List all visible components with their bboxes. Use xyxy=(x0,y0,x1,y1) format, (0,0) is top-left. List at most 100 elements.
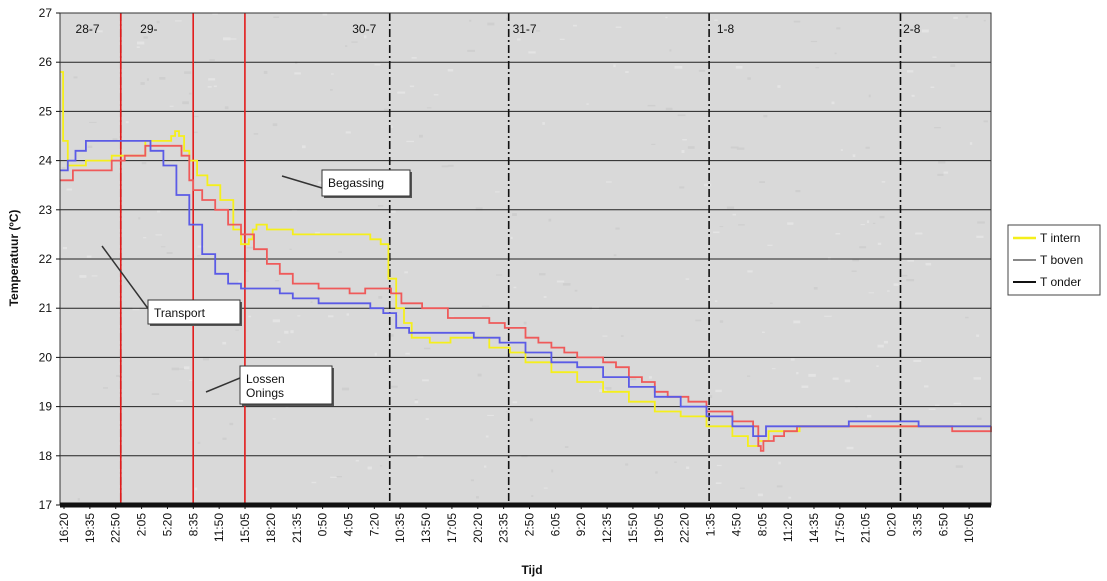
background-texture xyxy=(969,142,973,145)
background-texture xyxy=(983,120,988,123)
background-texture xyxy=(924,385,929,388)
annotation-box xyxy=(147,299,241,325)
x-tick-label: 17:05 xyxy=(445,513,459,543)
background-texture xyxy=(846,446,854,450)
y-tick-label: 23 xyxy=(39,203,53,217)
background-texture xyxy=(877,242,882,245)
background-texture xyxy=(796,372,799,375)
x-tick-label: 4:50 xyxy=(729,513,743,537)
background-texture xyxy=(859,246,867,249)
background-texture xyxy=(965,15,969,18)
background-texture xyxy=(425,418,429,420)
background-texture xyxy=(976,334,980,337)
x-tick-label: 6:50 xyxy=(936,513,950,537)
background-texture xyxy=(330,89,333,91)
background-texture xyxy=(62,247,67,250)
background-texture xyxy=(747,270,753,273)
background-texture xyxy=(539,273,546,276)
background-texture xyxy=(336,476,342,478)
background-texture xyxy=(852,154,856,158)
background-texture xyxy=(245,270,249,272)
background-texture xyxy=(512,213,517,216)
background-texture xyxy=(703,183,712,187)
background-texture xyxy=(574,289,578,292)
background-texture xyxy=(86,255,92,258)
background-texture xyxy=(747,375,751,377)
background-texture xyxy=(166,252,173,254)
background-texture xyxy=(171,367,180,371)
background-texture xyxy=(665,16,668,19)
background-texture xyxy=(921,29,929,33)
background-texture xyxy=(310,301,313,303)
background-texture xyxy=(647,104,656,107)
background-texture xyxy=(409,85,415,88)
background-texture xyxy=(175,400,184,402)
x-tick-label: 21:05 xyxy=(859,513,873,543)
background-texture xyxy=(411,57,417,59)
background-texture xyxy=(89,121,97,123)
background-texture xyxy=(272,418,276,420)
background-texture xyxy=(175,20,182,22)
x-tick-label: 19:05 xyxy=(652,513,666,543)
background-texture xyxy=(141,162,147,165)
background-texture xyxy=(485,435,489,438)
background-texture xyxy=(719,226,724,228)
y-tick-label: 20 xyxy=(39,350,53,364)
background-texture xyxy=(605,387,612,390)
background-texture xyxy=(222,341,227,345)
background-texture xyxy=(953,402,962,405)
annotation-leader xyxy=(205,377,241,393)
background-texture xyxy=(648,376,652,379)
background-texture xyxy=(426,107,432,109)
background-texture xyxy=(414,398,418,402)
background-texture xyxy=(289,248,292,250)
x-tick-label: 9:20 xyxy=(574,513,588,537)
background-texture xyxy=(405,352,410,355)
background-texture xyxy=(517,27,524,30)
background-texture xyxy=(930,86,935,88)
background-texture xyxy=(556,280,565,283)
background-texture xyxy=(404,271,408,274)
background-texture xyxy=(351,41,358,43)
background-texture xyxy=(606,181,612,183)
background-texture xyxy=(441,165,449,168)
background-texture xyxy=(738,224,745,226)
background-texture xyxy=(776,485,783,488)
background-texture xyxy=(419,134,423,138)
x-tick-label: 11:20 xyxy=(781,513,795,542)
background-texture xyxy=(355,459,359,462)
background-texture xyxy=(495,191,500,193)
background-texture xyxy=(223,37,231,41)
background-texture xyxy=(311,481,317,484)
annotation-label: Lossen xyxy=(246,372,285,386)
background-texture xyxy=(844,379,851,383)
background-texture xyxy=(714,300,718,302)
background-texture xyxy=(433,94,439,96)
background-texture xyxy=(953,16,958,19)
background-texture xyxy=(674,66,683,69)
background-texture xyxy=(137,41,145,45)
background-texture xyxy=(246,246,254,249)
background-texture xyxy=(294,72,301,75)
day-label: 28-7 xyxy=(76,22,100,36)
background-texture xyxy=(73,76,78,79)
background-texture xyxy=(543,487,548,489)
background-texture xyxy=(238,280,241,283)
background-texture xyxy=(341,387,350,391)
background-texture xyxy=(229,38,237,40)
background-texture xyxy=(302,145,306,149)
background-texture xyxy=(157,210,161,213)
y-tick-label: 21 xyxy=(39,301,53,315)
background-texture xyxy=(253,133,259,135)
background-texture xyxy=(212,13,218,15)
annotation-box xyxy=(321,169,411,197)
background-texture xyxy=(484,465,487,468)
background-texture xyxy=(893,283,899,286)
background-texture xyxy=(602,335,608,337)
background-texture xyxy=(911,94,915,97)
x-tick-label: 1:35 xyxy=(704,513,718,537)
x-tick-label: 10:05 xyxy=(962,513,976,543)
x-tick-label: 20:20 xyxy=(471,513,485,543)
background-texture xyxy=(487,22,495,26)
x-tick-label: 15:05 xyxy=(238,513,252,543)
